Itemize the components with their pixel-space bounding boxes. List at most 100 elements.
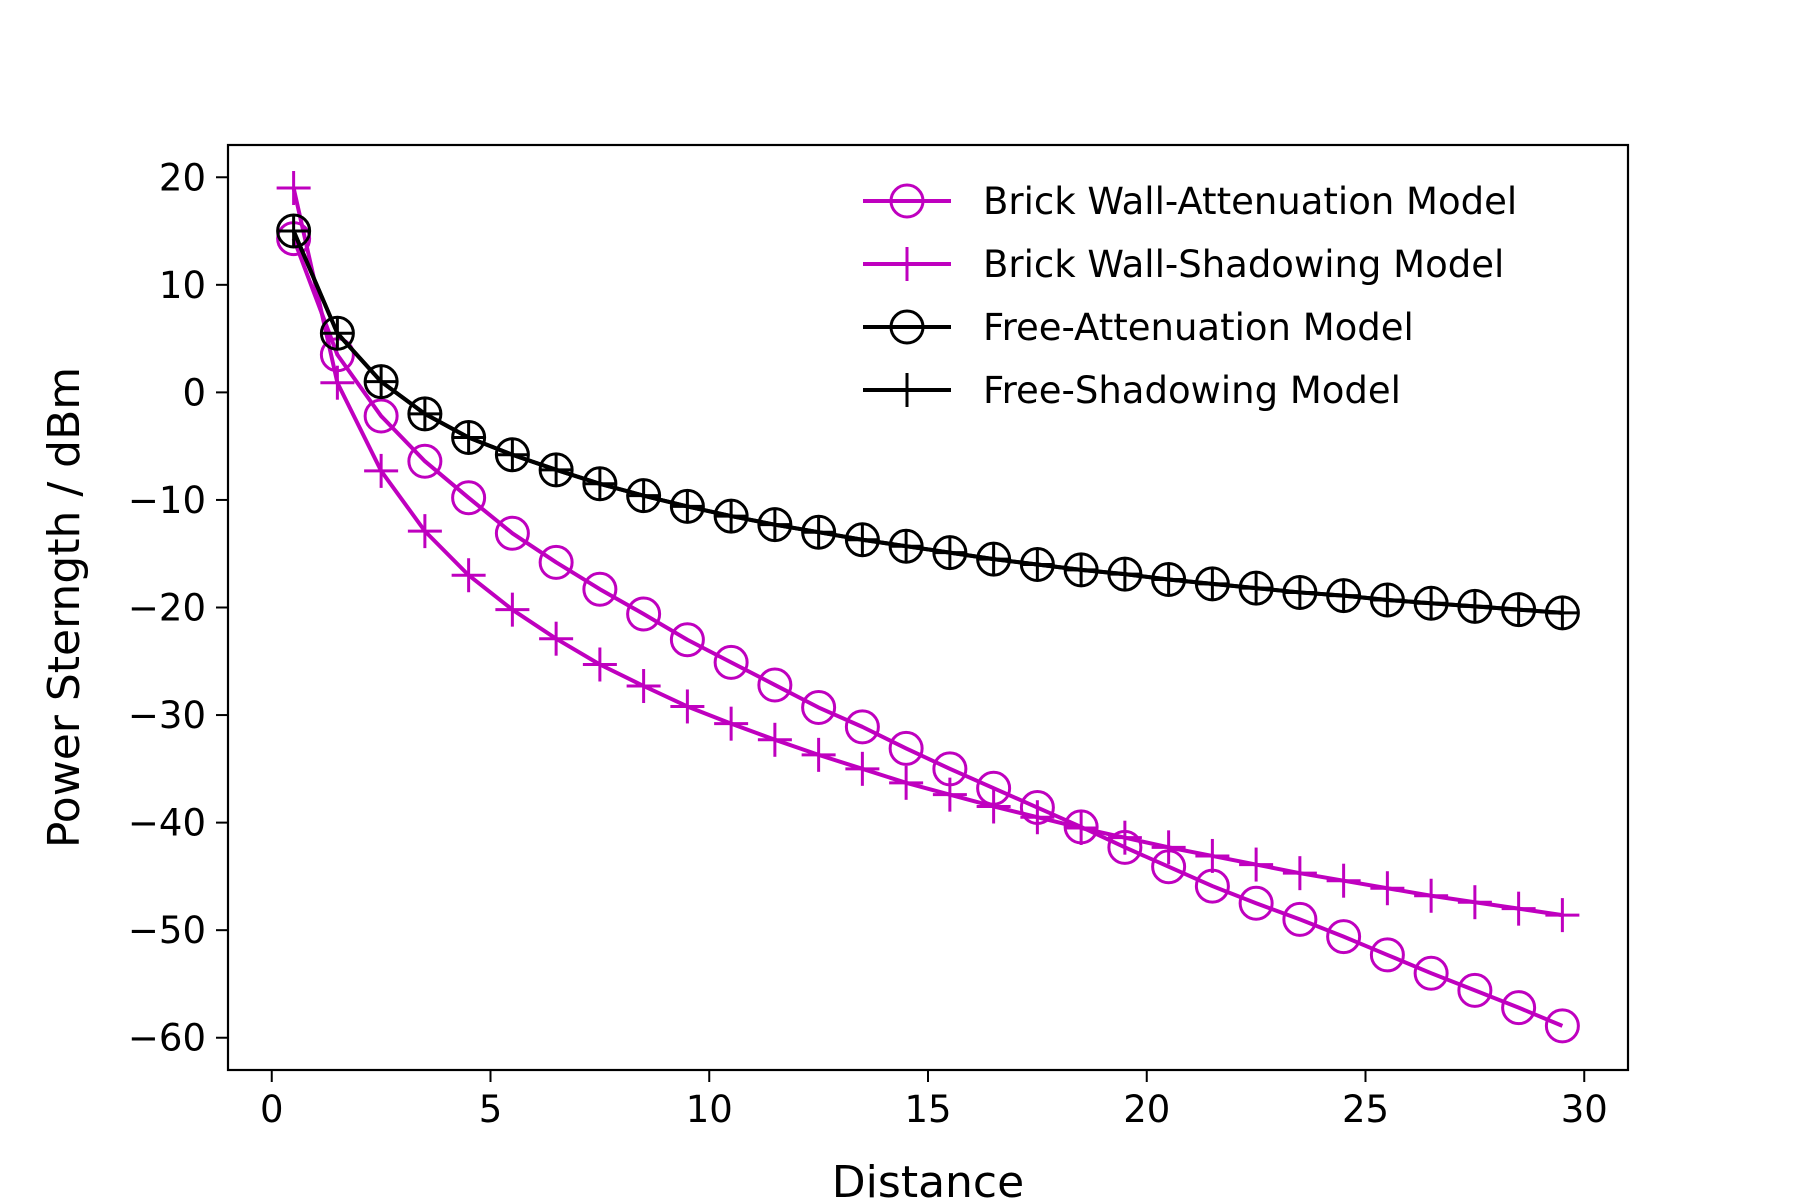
data-point: [539, 621, 574, 656]
data-point: [801, 737, 836, 772]
data-point: [320, 316, 355, 351]
data-point: [1545, 595, 1580, 630]
legend: Brick Wall-Attenuation Model Brick Wall-S…: [863, 180, 1517, 412]
x-tick-label: 0: [260, 1088, 284, 1131]
data-point: [1151, 830, 1186, 865]
data-point: [276, 171, 311, 206]
data-point: [626, 669, 661, 704]
series-1: [276, 171, 1580, 933]
data-point: [1501, 891, 1536, 926]
data-point: [1064, 552, 1099, 587]
y-tick-label: 20: [159, 156, 206, 199]
series-3: [276, 214, 1580, 630]
data-point: [320, 365, 355, 400]
data-point: [1064, 810, 1099, 845]
data-point: [276, 214, 311, 249]
y-tick-label: −50: [128, 909, 206, 952]
data-point: [1282, 856, 1317, 891]
data-point: [451, 558, 486, 593]
data-point: [1020, 547, 1055, 582]
data-point: [1238, 885, 1274, 921]
y-axis-ticks: 20 10 0 −10 −20 −30 −40 −50 −60: [128, 156, 228, 1060]
x-axis-label: Distance: [832, 1157, 1024, 1200]
data-point: [757, 507, 792, 542]
data-point: [451, 420, 486, 455]
y-tick-label: −20: [128, 587, 206, 630]
x-tick-label: 15: [904, 1088, 951, 1131]
series-line: [291, 230, 1563, 615]
data-point: [713, 644, 749, 680]
legend-marker: [889, 183, 925, 219]
series-0: [276, 221, 1580, 1044]
data-point: [932, 535, 967, 570]
data-point: [451, 480, 487, 516]
data-point: [670, 689, 705, 724]
data-point: [364, 364, 399, 399]
data-point: [407, 443, 443, 479]
y-tick-label: −10: [128, 479, 206, 522]
data-point: [1195, 838, 1230, 873]
data-point: [888, 730, 924, 766]
data-point: [495, 592, 530, 627]
data-point: [1370, 871, 1405, 906]
data-point: [407, 514, 442, 549]
data-point: [1239, 847, 1274, 882]
data-point: [1326, 578, 1361, 613]
series-layer: [276, 171, 1580, 1044]
data-point: [1282, 901, 1318, 937]
legend-entry: Brick Wall-Attenuation Model: [863, 180, 1517, 223]
series-line: [291, 237, 1564, 1028]
data-point: [1413, 955, 1449, 991]
x-axis-ticks: 0 5 10 15 20 25 30: [260, 1070, 1608, 1131]
x-tick-label: 20: [1123, 1088, 1170, 1131]
data-point: [582, 571, 618, 607]
y-axis-label: Power Sterngth / dBm: [39, 367, 90, 848]
data-point: [889, 529, 924, 564]
data-point: [801, 515, 836, 550]
data-point: [889, 765, 924, 800]
series-line: [291, 230, 1563, 615]
data-point: [407, 396, 442, 431]
data-point: [976, 789, 1011, 824]
legend-label: Free-Attenuation Model: [983, 306, 1414, 349]
data-point: [976, 542, 1011, 577]
x-tick-label: 25: [1342, 1088, 1389, 1131]
legend-label: Brick Wall-Attenuation Model: [983, 180, 1517, 223]
data-point: [1457, 589, 1492, 624]
y-tick-label: −60: [128, 1017, 206, 1060]
data-point: [1457, 972, 1493, 1008]
data-point: [1020, 800, 1055, 835]
x-tick-label: 10: [686, 1088, 733, 1131]
data-point: [626, 596, 662, 632]
data-point: [1414, 586, 1449, 621]
data-point: [1107, 557, 1142, 592]
x-tick-label: 5: [479, 1088, 503, 1131]
data-point: [714, 499, 749, 534]
series-line: [291, 187, 1563, 918]
data-point: [626, 478, 661, 513]
data-point: [1544, 1008, 1580, 1044]
y-tick-label: −30: [128, 694, 206, 737]
data-point: [539, 452, 574, 487]
data-point: [1370, 582, 1405, 617]
data-point: [582, 647, 617, 682]
data-point: [1326, 863, 1361, 898]
data-point: [364, 453, 399, 488]
data-point: [757, 722, 792, 757]
data-point: [714, 706, 749, 741]
data-point: [1545, 898, 1580, 933]
legend-entry: Brick Wall-Shadowing Model: [863, 243, 1504, 286]
legend-marker: [890, 373, 924, 407]
data-point: [494, 515, 530, 551]
legend-label: Free-Shadowing Model: [983, 369, 1401, 412]
data-point: [1414, 878, 1449, 913]
data-point: [1501, 990, 1537, 1026]
data-point: [363, 398, 399, 434]
data-point: [845, 751, 880, 786]
data-point: [538, 544, 574, 580]
data-point: [1239, 571, 1274, 606]
legend-entry: Free-Shadowing Model: [863, 369, 1401, 412]
legend-marker: [889, 309, 925, 345]
data-point: [1282, 575, 1317, 610]
